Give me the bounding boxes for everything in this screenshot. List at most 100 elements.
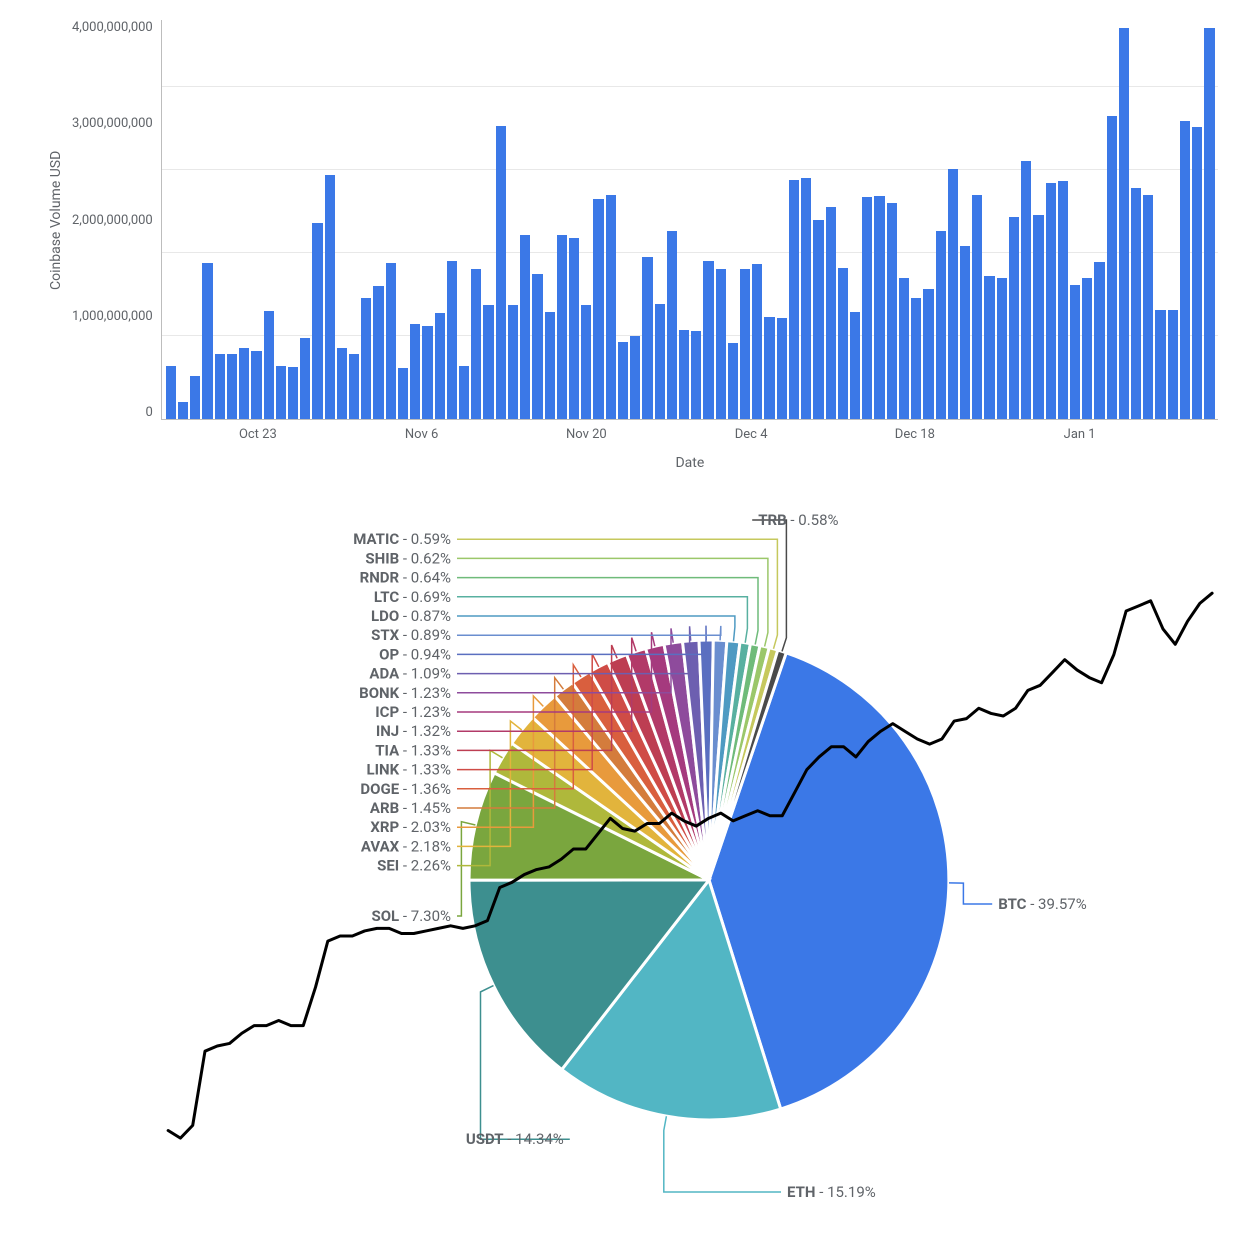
bar (850, 312, 860, 419)
x-tick-label: Nov 6 (405, 427, 438, 442)
bar (1009, 217, 1019, 419)
bar (325, 175, 335, 419)
x-axis-label: Date (675, 455, 704, 471)
bar (398, 368, 408, 419)
bar (1119, 28, 1129, 419)
bar (532, 274, 542, 419)
bar (239, 348, 249, 419)
bar (887, 203, 897, 419)
bar (997, 278, 1007, 419)
bar (1168, 310, 1178, 419)
pie-label-ltc: LTC - 0.69% (374, 588, 451, 606)
bar (740, 269, 750, 419)
y-tick-label: 3,000,000,000 (72, 116, 153, 131)
plot-area: Oct 23Nov 6Nov 20Dec 4Dec 18Jan 1 Date (161, 20, 1218, 420)
bar (1107, 116, 1117, 419)
bar (1131, 188, 1141, 419)
bar (520, 235, 530, 419)
pie-label-sei: SEI - 2.26% (377, 857, 451, 875)
bar (410, 324, 420, 419)
pie-label-btc: BTC - 39.57% (998, 895, 1087, 913)
bar (386, 263, 396, 419)
bar (349, 354, 359, 419)
y-axis-label: Coinbase Volume USD (40, 20, 72, 420)
bar (923, 289, 933, 419)
bar (630, 336, 640, 419)
bar (1046, 183, 1056, 419)
bar (202, 263, 212, 419)
bar (435, 313, 445, 419)
bars-group (162, 20, 1218, 419)
pie-label-stx: STX - 0.89% (371, 626, 451, 644)
bar (667, 231, 677, 419)
bar (581, 305, 591, 419)
bar (789, 180, 799, 419)
bar (508, 305, 518, 419)
bar (813, 220, 823, 419)
pie-label-ldo: LDO - 0.87% (371, 607, 451, 625)
pie-leader (457, 626, 721, 640)
pie-label-inj: INJ - 1.32% (376, 722, 451, 740)
bar (557, 235, 567, 419)
pie-label-link: LINK - 1.33% (367, 761, 451, 779)
y-tick-label: 1,000,000,000 (72, 309, 153, 324)
pie-leader (457, 616, 735, 641)
bar (569, 238, 579, 419)
bar (1204, 28, 1214, 419)
bar (300, 338, 310, 419)
pie-label-bonk: BONK - 1.23% (359, 684, 451, 702)
bar (911, 298, 921, 419)
bar (1033, 215, 1043, 419)
bar (190, 376, 200, 419)
bar (606, 195, 616, 419)
pie-label-xrp: XRP - 2.03% (370, 818, 451, 836)
pie-label-icp: ICP - 1.23% (375, 703, 451, 721)
y-axis-ticks: 4,000,000,0003,000,000,0002,000,000,0001… (72, 20, 161, 420)
pie-leader (949, 883, 992, 904)
pie-label-usdt: USDT - 14.34% (466, 1130, 564, 1148)
bar (264, 311, 274, 419)
bar (471, 269, 481, 419)
x-tick-label: Nov 20 (566, 427, 607, 442)
pie-leader (457, 539, 777, 649)
x-tick-label: Dec 18 (895, 427, 935, 442)
bar (276, 366, 286, 419)
pie-label-op: OP - 0.94% (379, 645, 451, 663)
bar-chart-body: Coinbase Volume USD 4,000,000,000 3,000,0… (40, 20, 1218, 420)
bar (764, 317, 774, 419)
bar (1143, 195, 1153, 419)
bar (373, 286, 383, 419)
bar (874, 196, 884, 419)
volume-bar-chart: Coinbase Volume USD 4,000,000,000 3,000,0… (40, 20, 1218, 420)
x-axis-ticks: Oct 23Nov 6Nov 20Dec 4Dec 18Jan 1 (162, 419, 1218, 449)
volume-pie-chart: BTC - 39.57%ETH - 15.19%USDT - 14.34%SOL… (40, 500, 1218, 1160)
bar (862, 197, 872, 419)
bar (1070, 285, 1080, 419)
bar (251, 351, 261, 419)
bar (801, 178, 811, 419)
bar (691, 331, 701, 419)
bar (545, 312, 555, 419)
pie-label-trb: TRB - 0.58% (758, 511, 838, 529)
x-tick-label: Jan 1 (1064, 427, 1096, 442)
bar (483, 305, 493, 419)
pie-label-rndr: RNDR - 0.64% (360, 569, 451, 587)
bar (716, 269, 726, 419)
bar (288, 367, 298, 419)
y-tick-label: 4,000,000,000 (72, 20, 153, 35)
pie-label-ada: ADA - 1.09% (369, 665, 451, 683)
bar (1192, 127, 1202, 419)
bar (655, 304, 665, 419)
pie-svg: BTC - 39.57%ETH - 15.19%USDT - 14.34%SOL… (179, 500, 1079, 1160)
bar (1021, 161, 1031, 419)
bar (1082, 278, 1092, 419)
bar (361, 298, 371, 419)
bar (618, 342, 628, 419)
bar (1180, 121, 1190, 419)
bar (960, 246, 970, 419)
bar (593, 199, 603, 419)
bar (496, 126, 506, 419)
bar (984, 276, 994, 419)
pie-label-shib: SHIB - 0.62% (365, 549, 451, 567)
pie-label-arb: ARB - 1.45% (370, 799, 451, 817)
